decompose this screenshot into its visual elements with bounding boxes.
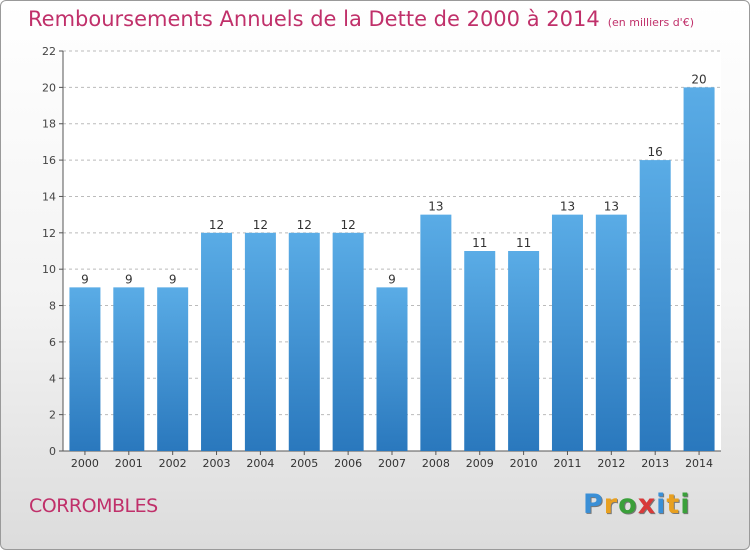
bar-value-label: 13 (604, 200, 619, 214)
bar-value-label: 13 (428, 200, 443, 214)
x-tick-label: 2009 (466, 457, 494, 470)
x-tick-label: 2005 (290, 457, 318, 470)
x-tick-label: 2000 (71, 457, 99, 470)
y-tick-label: 2 (49, 409, 56, 422)
y-tick-label: 16 (42, 154, 56, 167)
y-tick-label: 10 (42, 263, 56, 276)
commune-name: CORROMBLES (29, 495, 158, 517)
x-tick-label: 2013 (641, 457, 669, 470)
logo-letter: r (603, 489, 619, 520)
logo-letter: t (666, 489, 681, 520)
bar (376, 287, 408, 451)
bar-value-label: 12 (253, 218, 268, 232)
bar (595, 214, 627, 451)
bar-value-label: 12 (209, 218, 224, 232)
bar (464, 251, 496, 451)
bar (201, 232, 233, 451)
bar-value-label: 12 (340, 218, 355, 232)
bar (639, 160, 671, 451)
bar (69, 287, 101, 451)
x-tick-label: 2001 (115, 457, 143, 470)
bar (508, 251, 540, 451)
y-tick-label: 22 (42, 45, 56, 58)
bar-value-label: 9 (388, 272, 396, 286)
x-tick-label: 2014 (685, 457, 713, 470)
y-tick-label: 20 (42, 81, 56, 94)
bar (157, 287, 189, 451)
x-tick-label: 2012 (597, 457, 625, 470)
logo-letter: P (583, 489, 604, 520)
logo-letter: o (618, 489, 638, 520)
logo-letter: i (680, 489, 691, 520)
bar-value-label: 9 (125, 272, 133, 286)
y-tick-label: 0 (49, 445, 56, 458)
proxiti-logo: Proxiti (583, 489, 691, 520)
y-tick-label: 18 (42, 118, 56, 131)
y-tick-label: 14 (42, 190, 56, 203)
bar (113, 287, 145, 451)
bar-value-label: 20 (691, 72, 706, 86)
x-tick-label: 2011 (553, 457, 581, 470)
x-tick-label: 2007 (378, 457, 406, 470)
y-tick-label: 8 (49, 300, 56, 313)
chart-title-unit: (en milliers d'€) (607, 16, 694, 29)
x-tick-label: 2004 (246, 457, 274, 470)
logo-letter: x (637, 489, 657, 520)
bar (551, 214, 583, 451)
x-tick-label: 2008 (422, 457, 450, 470)
bar-value-label: 16 (648, 145, 663, 159)
bar (332, 232, 364, 451)
y-tick-label: 12 (42, 227, 56, 240)
bar (288, 232, 320, 451)
bar-value-label: 11 (472, 236, 487, 250)
bar-value-label: 13 (560, 200, 575, 214)
bar-value-label: 12 (297, 218, 312, 232)
chart-title: Remboursements Annuels de la Dette de 20… (28, 7, 694, 31)
chart-title-text: Remboursements Annuels de la Dette de 20… (28, 7, 600, 31)
bar-value-label: 9 (169, 272, 177, 286)
y-tick-label: 4 (49, 372, 56, 385)
logo-letter: i (656, 489, 667, 520)
bar (683, 87, 715, 451)
x-tick-label: 2010 (510, 457, 538, 470)
bar-value-label: 11 (516, 236, 531, 250)
x-tick-label: 2002 (159, 457, 187, 470)
x-tick-label: 2003 (203, 457, 231, 470)
x-tick-label: 2006 (334, 457, 362, 470)
bar (420, 214, 452, 451)
bar-value-label: 9 (81, 272, 89, 286)
y-tick-label: 6 (49, 336, 56, 349)
bar (244, 232, 276, 451)
